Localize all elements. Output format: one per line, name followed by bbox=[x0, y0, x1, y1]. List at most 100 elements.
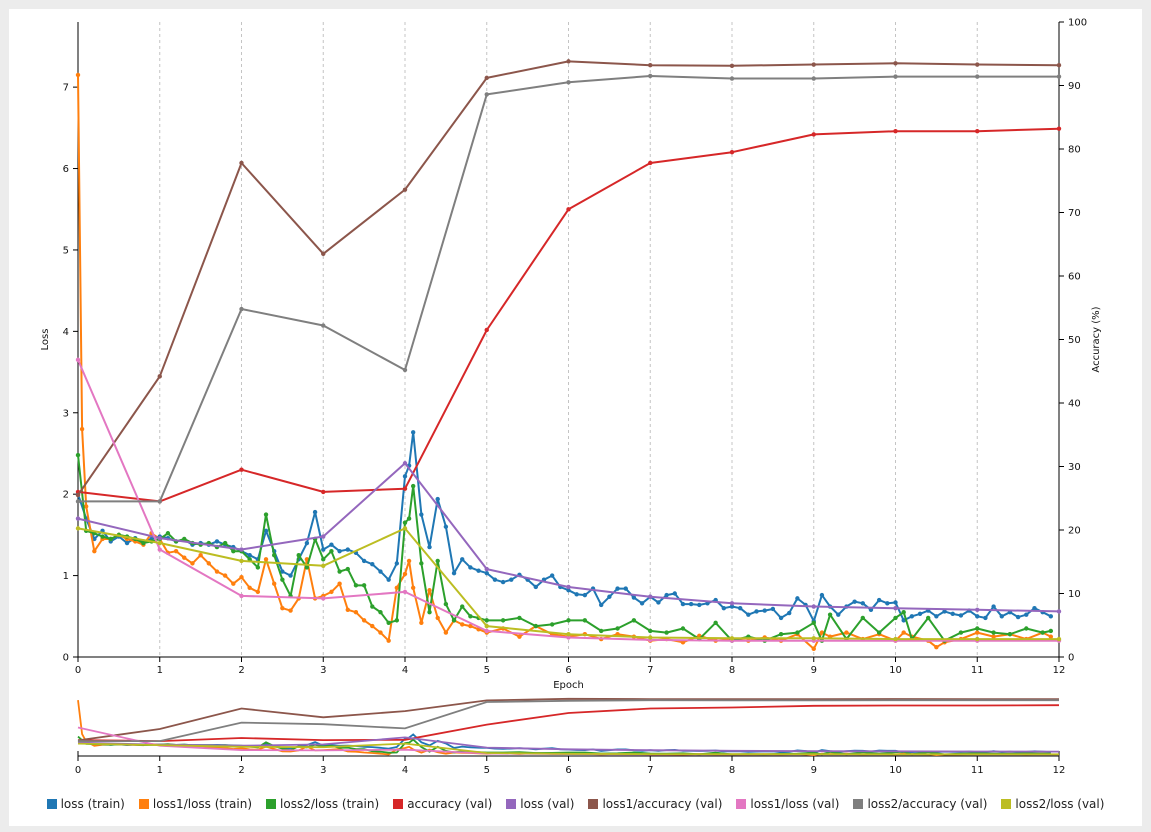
data-point bbox=[345, 566, 350, 572]
data-point bbox=[182, 536, 187, 542]
y-right-tick-label: 90 bbox=[1068, 81, 1081, 92]
data-point bbox=[484, 92, 489, 97]
legend-item[interactable]: accuracy (val) bbox=[393, 797, 492, 811]
data-point bbox=[656, 600, 661, 605]
overview-x-tick-label: 12 bbox=[1053, 765, 1066, 776]
data-point bbox=[173, 548, 179, 554]
data-point bbox=[819, 592, 825, 598]
overview-x-tick-label: 0 bbox=[75, 765, 81, 776]
legend-swatch bbox=[853, 799, 864, 809]
data-point bbox=[680, 626, 686, 631]
data-point bbox=[468, 565, 473, 570]
data-point bbox=[549, 622, 555, 627]
overview-x-tick-label: 7 bbox=[647, 765, 653, 776]
legend-label: loss2/accuracy (val) bbox=[867, 797, 988, 811]
data-point bbox=[402, 486, 408, 491]
legend-item[interactable]: loss (val) bbox=[506, 797, 574, 811]
data-point bbox=[386, 638, 391, 643]
legend-item[interactable]: loss2/loss (train) bbox=[266, 797, 379, 811]
data-point bbox=[386, 620, 391, 626]
legend-swatch bbox=[46, 799, 57, 809]
data-point bbox=[247, 585, 252, 591]
data-point bbox=[680, 601, 686, 607]
legend-item[interactable]: loss1/loss (val) bbox=[736, 797, 839, 811]
data-point bbox=[443, 630, 449, 635]
data-point bbox=[737, 605, 743, 611]
data-point bbox=[402, 474, 408, 479]
data-point bbox=[893, 129, 898, 134]
data-point bbox=[648, 628, 653, 634]
data-point bbox=[860, 601, 865, 606]
data-point bbox=[811, 604, 816, 609]
legend-item[interactable]: loss2/accuracy (val) bbox=[853, 797, 987, 811]
data-point bbox=[272, 581, 277, 586]
data-point bbox=[893, 74, 898, 79]
data-point bbox=[345, 607, 350, 612]
legend-item[interactable]: loss (train) bbox=[46, 797, 125, 811]
data-point bbox=[312, 509, 318, 515]
data-point bbox=[566, 635, 571, 640]
data-point bbox=[239, 547, 244, 552]
data-point bbox=[427, 544, 432, 550]
data-point bbox=[1015, 614, 1021, 620]
legend-label: loss1/loss (val) bbox=[750, 797, 840, 811]
x-tick-label: 6 bbox=[565, 665, 571, 676]
series-loss1-accuracy-val- bbox=[75, 59, 1062, 498]
data-point bbox=[321, 547, 326, 552]
data-point bbox=[827, 612, 833, 617]
legend-label: loss2/loss (train) bbox=[280, 797, 380, 811]
data-point bbox=[321, 557, 326, 562]
data-point bbox=[811, 620, 816, 626]
data-point bbox=[410, 430, 416, 435]
data-point bbox=[214, 539, 220, 544]
legend-item[interactable]: loss1/loss (train) bbox=[138, 797, 252, 811]
data-point bbox=[623, 586, 628, 591]
data-point bbox=[321, 489, 326, 495]
legend-item[interactable]: loss1/accuracy (val) bbox=[588, 797, 722, 811]
data-point bbox=[729, 76, 735, 81]
data-point bbox=[419, 512, 424, 517]
data-point bbox=[157, 374, 162, 379]
y-right-tick-label: 100 bbox=[1068, 18, 1087, 29]
data-point bbox=[648, 73, 653, 79]
data-point bbox=[402, 571, 408, 577]
data-point bbox=[100, 534, 105, 539]
data-point bbox=[361, 583, 367, 588]
data-point bbox=[427, 610, 432, 615]
x-tick-label: 11 bbox=[971, 665, 984, 676]
legend-item[interactable]: loss2/loss (val) bbox=[1001, 797, 1104, 811]
x-tick-label: 3 bbox=[320, 665, 326, 676]
data-point bbox=[917, 611, 923, 617]
data-point bbox=[1056, 62, 1062, 68]
legend-swatch bbox=[393, 799, 404, 809]
data-point bbox=[876, 630, 882, 635]
data-point bbox=[443, 601, 449, 607]
data-point bbox=[402, 589, 408, 595]
data-point bbox=[460, 557, 465, 562]
data-point bbox=[406, 558, 412, 564]
data-point bbox=[370, 623, 375, 629]
data-point bbox=[214, 569, 220, 574]
data-point bbox=[762, 608, 767, 613]
y-left-tick-label: 2 bbox=[63, 490, 69, 501]
legend-swatch bbox=[266, 799, 277, 809]
data-point bbox=[975, 630, 980, 635]
data-point bbox=[353, 583, 359, 588]
line-chart: 0 1 2 3 4 5 6 7 8 9 10 11 12012345670102030405060708… bbox=[40, 18, 1102, 777]
data-point bbox=[263, 528, 269, 534]
series-loss2-loss-val- bbox=[75, 526, 1062, 642]
overview-series-line bbox=[77, 736, 1060, 753]
data-point bbox=[517, 634, 522, 639]
data-point bbox=[329, 542, 334, 547]
data-point bbox=[876, 597, 882, 603]
legend-swatch bbox=[588, 799, 599, 809]
data-point bbox=[190, 561, 195, 566]
data-point bbox=[484, 623, 489, 629]
data-point bbox=[1032, 605, 1037, 611]
data-point bbox=[255, 589, 261, 595]
legend-swatch bbox=[1001, 799, 1012, 809]
data-point bbox=[124, 540, 130, 546]
legend: loss (train) loss1/loss (train) loss2/loss… bbox=[9, 792, 1142, 816]
overview-series-line bbox=[77, 704, 1060, 743]
data-point bbox=[729, 63, 735, 69]
